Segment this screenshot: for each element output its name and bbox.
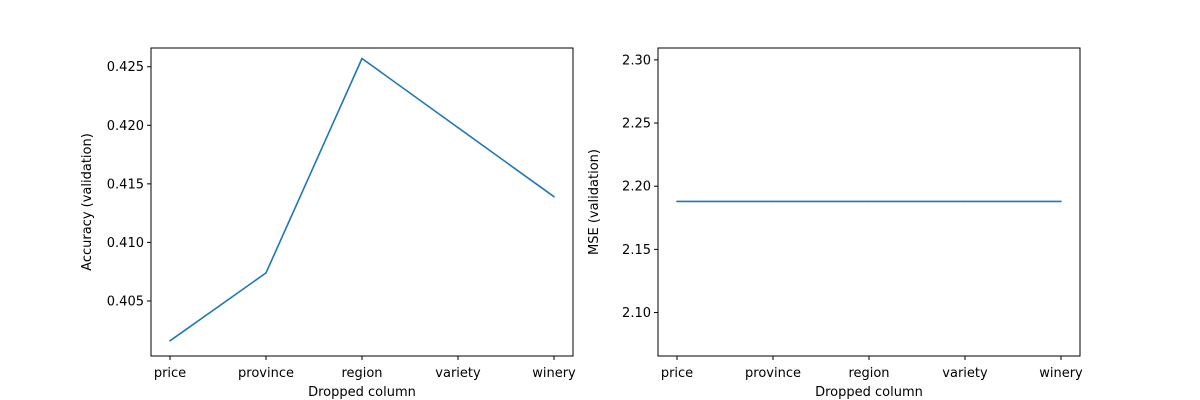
accuracy-point-variety: [457, 126, 459, 129]
mse-xtick-label-region: region: [848, 366, 889, 381]
accuracy-xtick-label-winery: winery: [532, 366, 576, 381]
accuracy-xtick-label-region: region: [341, 366, 382, 381]
mse-ytick-label: 2.20: [622, 180, 651, 195]
accuracy-xtick-label-variety: variety: [435, 366, 481, 381]
mse-point-region: [868, 200, 870, 203]
mse-x-axis-label: Dropped column: [815, 385, 923, 400]
accuracy-ytick-label: 0.415: [107, 177, 144, 192]
accuracy-ytick-label: 0.425: [107, 60, 144, 75]
accuracy-point-winery: [553, 195, 555, 198]
mse-xtick-label-variety: variety: [942, 366, 988, 381]
mse-ytick-label: 2.10: [622, 306, 651, 321]
mse-point-winery: [1060, 200, 1062, 203]
mse-xtick-label-province: province: [745, 366, 801, 381]
mse-y-axis-label: MSE (validation): [587, 149, 602, 255]
accuracy-ytick-label: 0.410: [107, 236, 144, 251]
accuracy-x-axis-label: Dropped column: [308, 385, 416, 400]
accuracy-xtick-label-price: price: [154, 366, 186, 381]
accuracy-chart: price province region variety winery 0.405 0.4…: [80, 47, 576, 400]
accuracy-point-province: [265, 272, 267, 274]
accuracy-y-axis-label: Accuracy (validation): [80, 133, 95, 271]
accuracy-plot-frame: [150, 47, 574, 357]
accuracy-series-line: [169, 57, 555, 342]
mse-ytick-label: 2.30: [622, 53, 651, 68]
accuracy-point-region: [361, 57, 363, 60]
mse-point-price: [676, 200, 678, 203]
accuracy-ytick-label: 0.405: [107, 294, 144, 309]
accuracy-point-price: [169, 339, 171, 342]
mse-xtick-label-winery: winery: [1039, 366, 1083, 381]
mse-ytick-label: 2.15: [622, 243, 651, 258]
mse-plot-frame: [657, 47, 1081, 357]
mse-chart: price province region variety winery 2.10 2.15…: [587, 47, 1083, 400]
mse-point-variety: [964, 200, 966, 203]
mse-point-province: [772, 200, 774, 203]
accuracy-xtick-label-province: province: [238, 366, 294, 381]
mse-xtick-label-price: price: [661, 366, 693, 381]
mse-ytick-label: 2.25: [622, 117, 651, 132]
accuracy-ytick-label: 0.420: [107, 119, 144, 134]
